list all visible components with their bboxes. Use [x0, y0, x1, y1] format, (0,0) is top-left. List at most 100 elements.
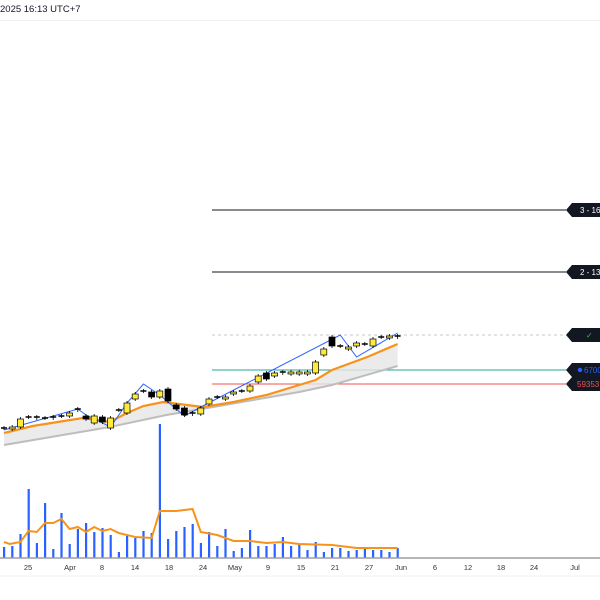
level-tag [566, 265, 600, 279]
candle [17, 418, 24, 428]
volume-bar [290, 546, 293, 558]
volume-bar [109, 535, 112, 558]
x-tick-label: 27 [365, 563, 373, 572]
volume-bar [175, 531, 178, 558]
volume-bar [93, 532, 96, 558]
x-axis: 25 Apr 8 14 18 24 May 9 15 21 27 Jun 6 12 18 24 Jul [24, 563, 580, 572]
candle [254, 375, 262, 383]
volume-bar [339, 548, 342, 558]
candle [205, 398, 213, 405]
volume-bar [85, 523, 88, 558]
volume-bar [142, 531, 145, 558]
volume-bar [281, 537, 284, 558]
candle [271, 372, 278, 377]
ema-line [3, 342, 399, 435]
volume-bar [372, 550, 375, 558]
volume-bar [224, 529, 227, 558]
volume-bar [27, 489, 30, 558]
level-tag [566, 328, 600, 342]
candle [353, 342, 360, 347]
volume-bar [101, 528, 104, 558]
volume-pane [3, 424, 399, 558]
volume-bar [52, 549, 55, 558]
ema-band [3, 344, 398, 446]
volume-bar [273, 544, 276, 558]
candle [386, 335, 393, 339]
volume-bar [11, 546, 14, 558]
volume-bar [306, 550, 309, 558]
x-tick-label: 24 [199, 563, 207, 572]
price-levels: 3 - 16 2 - 13 ✓ 6700 59353 [212, 203, 600, 391]
candle [222, 396, 229, 400]
volume-bar [19, 534, 22, 558]
volume-bar [150, 533, 153, 558]
volume-bar [208, 532, 211, 558]
candle [148, 391, 155, 398]
volume-bar [117, 552, 120, 558]
volume-bar [240, 548, 243, 558]
candle [369, 338, 377, 347]
level-label-3: 6700 [584, 366, 600, 375]
volume-bar [249, 530, 252, 558]
candle [230, 391, 237, 395]
candle [8, 426, 16, 430]
volume-bar [257, 546, 260, 558]
candle [287, 371, 295, 375]
x-tick-label: Jul [570, 563, 580, 572]
candle [304, 371, 311, 375]
x-tick-label: 25 [24, 563, 32, 572]
x-tick-label: 18 [165, 563, 173, 572]
volume-bar [298, 544, 301, 558]
x-tick-label: Apr [64, 563, 76, 572]
volume-bar [126, 535, 129, 558]
volume-bar [183, 527, 186, 558]
volume-bar [396, 548, 399, 558]
x-tick-label: 24 [530, 563, 538, 572]
x-tick-label: 12 [464, 563, 472, 572]
candle [320, 348, 328, 356]
level-label-2: ✓ [586, 331, 593, 340]
volume-bar [265, 546, 268, 558]
volume-bar [232, 551, 235, 558]
x-tick-label: Jun [395, 563, 407, 572]
volume-bar [347, 551, 350, 558]
volume-bar [380, 550, 383, 558]
candle [328, 336, 336, 347]
candle [156, 390, 164, 398]
level-label-1: 2 - 13 [580, 268, 600, 277]
header-divider [0, 20, 600, 21]
candle [131, 393, 139, 400]
volume-ma-line [3, 507, 398, 549]
candle [123, 402, 131, 414]
level-tag [566, 362, 600, 377]
x-tick-label: 9 [266, 563, 270, 572]
volume-bar [158, 424, 161, 558]
x-tick-label: 14 [131, 563, 139, 572]
candle [295, 371, 303, 375]
candle [164, 388, 172, 402]
volume-bar [322, 552, 325, 558]
candle [99, 416, 106, 423]
level-label-0: 3 - 16 [580, 206, 600, 215]
volume-bar [331, 548, 334, 558]
volume-bar [363, 547, 366, 558]
candle [263, 372, 270, 380]
volume-bar [167, 539, 170, 558]
candle [66, 412, 73, 417]
candle [312, 361, 319, 374]
x-tick-label: 6 [433, 563, 437, 572]
x-tick-label: 21 [331, 563, 339, 572]
x-tick-label: 8 [100, 563, 104, 572]
volume-bar [68, 544, 71, 558]
candle [181, 407, 188, 416]
volume-bar [60, 513, 63, 558]
x-tick-label: May [228, 563, 242, 572]
volume-bar [314, 542, 317, 558]
volume-bar [44, 503, 47, 558]
candle [90, 415, 98, 424]
candle [197, 407, 205, 415]
level-tag [566, 203, 600, 217]
level-label-4: 59353 [577, 380, 600, 389]
volume-bar [35, 543, 38, 558]
